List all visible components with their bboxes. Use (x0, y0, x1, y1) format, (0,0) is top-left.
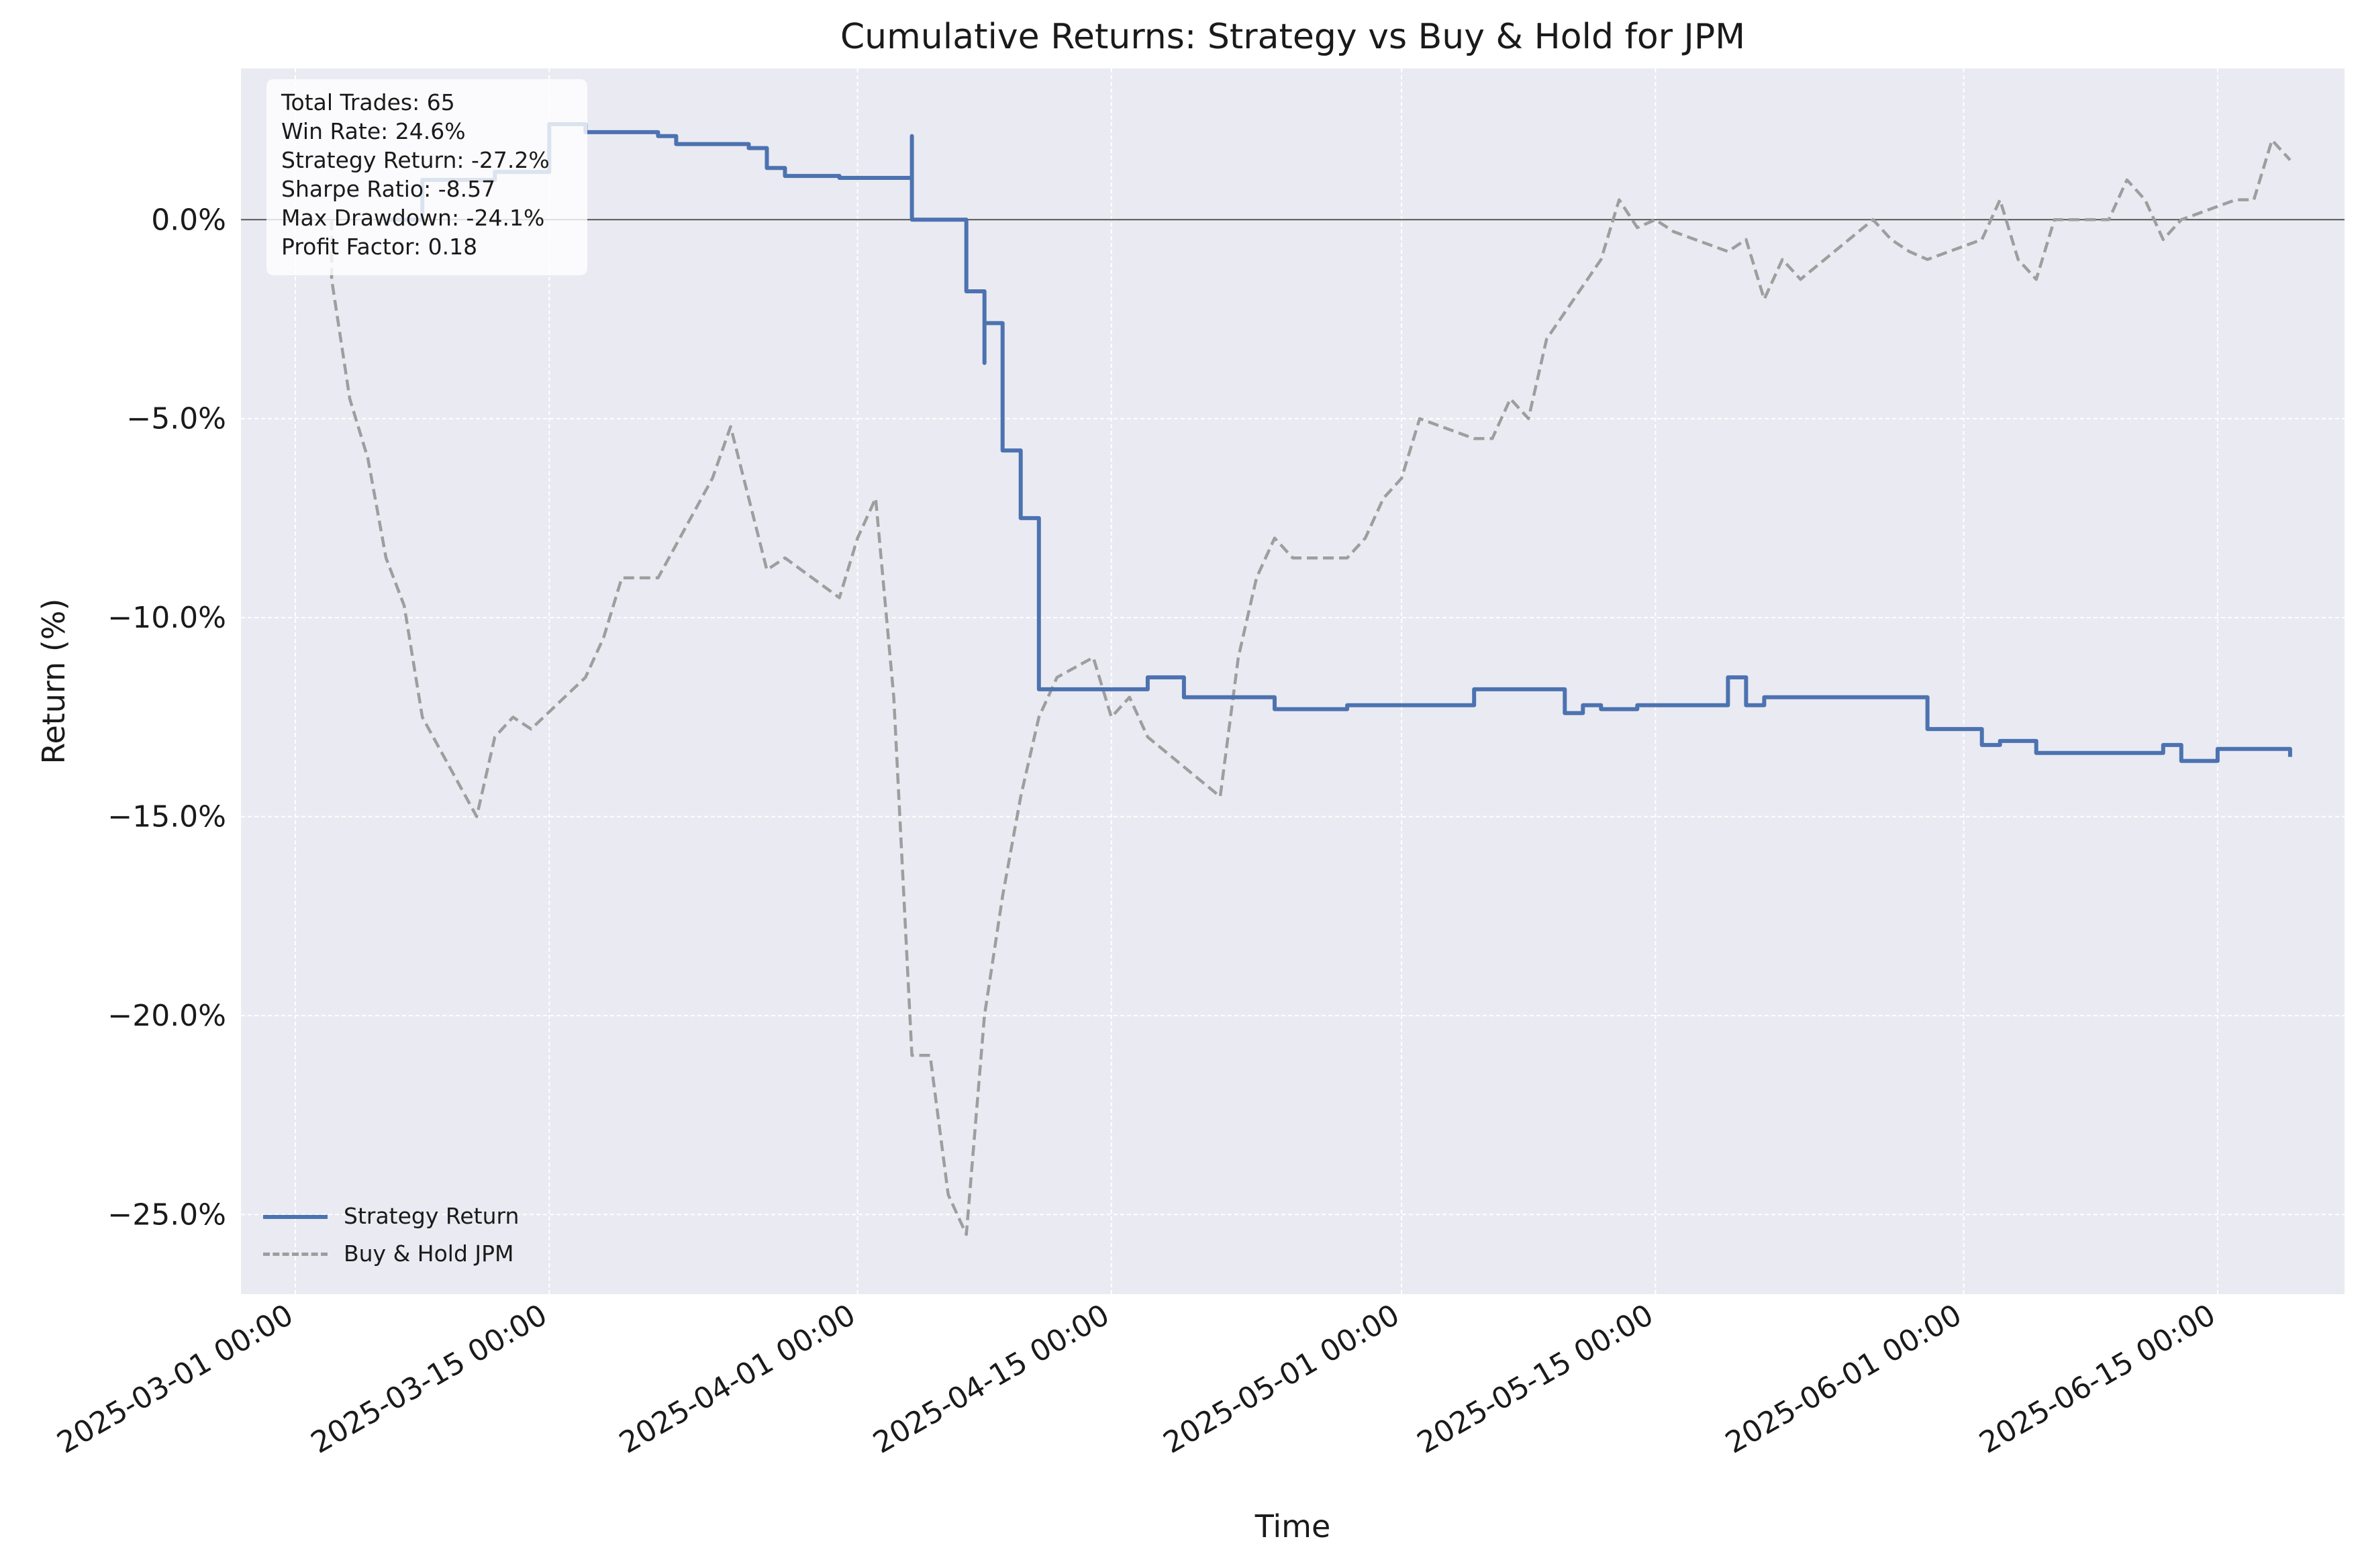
y-tick-label: −15.0% (107, 800, 226, 834)
x-tick-label: 2025-06-15 00:00 (1974, 1297, 2222, 1460)
grid-lines (241, 68, 2345, 1294)
legend-item-strategy: Strategy Return (250, 1203, 558, 1230)
y-tick-label: −10.0% (107, 601, 226, 635)
stat-sharpe-ratio: Sharpe Ratio: -8.57 (281, 176, 496, 202)
y-tick-label: −5.0% (126, 402, 226, 436)
y-axis-ticks: 0.0% −5.0% −10.0% −15.0% −20.0% −25.0% (107, 203, 226, 1232)
stat-total-trades: Total Trades: 65 (281, 89, 455, 115)
legend-swatch-strategy (263, 1215, 328, 1219)
x-axis-label: Time (1254, 1508, 1331, 1545)
x-tick-label: 2025-04-01 00:00 (613, 1297, 861, 1460)
stat-profit-factor: Profit Factor: 0.18 (281, 234, 478, 260)
x-tick-label: 2025-04-15 00:00 (867, 1297, 1115, 1460)
legend-label-strategy: Strategy Return (344, 1203, 520, 1229)
series-layer (330, 122, 2292, 1236)
y-tick-label: −20.0% (107, 999, 226, 1033)
x-axis-ticks: 2025-03-01 00:00 2025-03-15 00:00 2025-04-… (52, 1297, 2222, 1460)
x-tick-label: 2025-03-01 00:00 (52, 1297, 299, 1460)
x-tick-label: 2025-06-01 00:00 (1720, 1297, 1967, 1460)
stat-strategy-return: Strategy Return: -27.2% (281, 147, 550, 173)
x-tick-label: 2025-05-15 00:00 (1412, 1297, 1659, 1460)
x-tick-label: 2025-03-15 00:00 (305, 1297, 553, 1460)
legend: Strategy Return Buy & Hold JPM (250, 1183, 565, 1283)
legend-swatch-buy-hold (263, 1253, 328, 1256)
chart-title: Cumulative Returns: Strategy vs Buy & Ho… (840, 17, 1745, 57)
stat-max-drawdown: Max Drawdown: -24.1% (281, 205, 545, 231)
buy-hold-line (330, 138, 2292, 1236)
legend-label-buy-hold: Buy & Hold JPM (344, 1240, 514, 1267)
stats-box: Total Trades: 65 Win Rate: 24.6% Strateg… (266, 79, 587, 275)
plot-area (241, 68, 2345, 1294)
legend-item-buy-hold: Buy & Hold JPM (250, 1240, 558, 1267)
y-axis-label: Return (%) (36, 599, 72, 765)
y-tick-label: −25.0% (107, 1197, 226, 1232)
y-tick-label: 0.0% (151, 203, 226, 237)
x-tick-label: 2025-05-01 00:00 (1158, 1297, 1406, 1460)
strategy-return-line (386, 122, 2292, 763)
stat-win-rate: Win Rate: 24.6% (281, 118, 466, 144)
